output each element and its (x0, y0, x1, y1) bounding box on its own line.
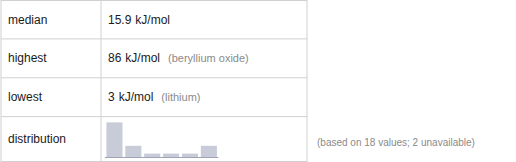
value-number: 86 (108, 51, 122, 65)
row-value: 3 kJ/mol (lithium) (108, 90, 200, 104)
bar (163, 154, 179, 158)
bar (201, 146, 217, 158)
row-value: 86kJ/mol (beryllium oxide) (108, 51, 249, 65)
footnote: (based on 18 values; 2 unavailable) (317, 137, 475, 148)
chart: median15.9kJ/molhighest86kJ/mol(berylliu… (0, 0, 516, 162)
value-unit: kJ/mol (125, 51, 160, 65)
row-label: median (8, 13, 47, 27)
row-divider (1, 38, 307, 39)
bar (106, 122, 122, 157)
value-number: 15.9 (108, 13, 132, 27)
row-value: 15.9kJ/mol (108, 13, 170, 27)
baseline (105, 157, 218, 158)
value-unit: kJ/mol (135, 13, 170, 27)
value-unit: kJ/mol (119, 90, 154, 104)
row-note: (beryllium oxide) (168, 52, 249, 64)
row-label: lowest (8, 90, 43, 104)
table-frame (1, 1, 307, 162)
row-label: highest (8, 51, 47, 65)
row-divider (1, 116, 307, 117)
bar (125, 146, 141, 158)
bar (182, 154, 198, 158)
column-divider (101, 1, 102, 162)
bar (144, 154, 160, 158)
row-divider (1, 77, 307, 78)
row-label: distribution (8, 132, 66, 146)
row-note: (lithium) (161, 91, 200, 103)
value-number: 3 (108, 90, 115, 104)
